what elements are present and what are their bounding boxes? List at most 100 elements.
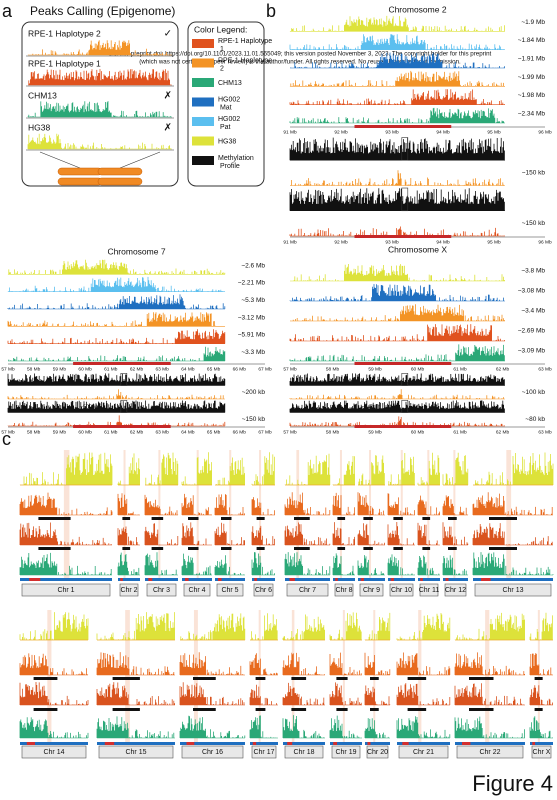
axis-label: 61 Mb <box>104 429 118 435</box>
signal-track <box>19 612 89 640</box>
track-size: ~3.09 Mb <box>518 348 546 355</box>
chr-label: Chr 4 <box>188 587 205 594</box>
black-bar <box>422 547 431 550</box>
chr-label: Chr X <box>533 749 551 756</box>
axis-label: 66 Mb <box>233 429 247 435</box>
ideogram <box>333 578 355 581</box>
signal-track <box>357 492 384 515</box>
black-bar <box>407 677 427 680</box>
methyl-size: ~100 kb <box>522 389 546 396</box>
signal-track <box>289 34 505 50</box>
panel-label: c <box>2 429 11 449</box>
ideogram <box>397 742 450 745</box>
black-bar <box>291 708 307 711</box>
black-bar <box>534 708 543 711</box>
signal-track <box>332 456 355 485</box>
signal-track <box>7 294 226 309</box>
signal-track <box>117 453 140 485</box>
legend-label: HG002 Pat <box>218 116 240 131</box>
chr-label: Chr 22 <box>479 749 500 756</box>
legend-label: RPE-1 Haplotype 2 <box>218 57 272 72</box>
chr-label-box <box>286 583 329 597</box>
highlight <box>418 610 422 742</box>
chromatid <box>57 167 103 176</box>
axis-label: 60 Mb <box>411 366 425 372</box>
signal-track <box>332 492 355 515</box>
centromere <box>367 742 371 745</box>
track-size: ~1.9 Mb <box>521 19 545 26</box>
signal-track <box>7 389 224 399</box>
highlight <box>537 610 540 742</box>
signal-track <box>358 455 385 485</box>
sample-name: RPE-1 Haplotype 1 <box>28 58 101 68</box>
axis-label: 59 Mb <box>53 366 67 372</box>
signal-track <box>364 612 391 640</box>
signal-track <box>290 304 505 321</box>
track-size: ~1.99 Mb <box>518 74 546 81</box>
chr-label-box <box>398 745 449 759</box>
region-bar <box>354 362 452 365</box>
signal-track <box>180 613 246 640</box>
chr-label-box <box>444 583 467 597</box>
chr-label-box <box>359 583 384 597</box>
chr-label: Chr 8 <box>335 587 352 594</box>
axis-label: 91 Mb <box>283 239 297 245</box>
chr-label-box <box>21 745 87 759</box>
legend-label: HG38 <box>218 138 236 145</box>
black-bar <box>534 677 543 680</box>
centromere <box>390 578 394 581</box>
track-size: ~1.91 Mb <box>518 56 546 63</box>
signal-track <box>250 613 278 640</box>
legend-title: Color Legend: <box>194 24 247 34</box>
centromere <box>254 578 258 581</box>
highlight <box>291 610 295 742</box>
chr-label-box <box>183 583 211 597</box>
signal-track <box>144 552 177 575</box>
signal-track <box>251 497 275 515</box>
ideogram <box>20 578 112 581</box>
ideogram <box>473 578 553 581</box>
ideogram <box>365 742 390 745</box>
axis-label: 57 Mb <box>283 429 297 435</box>
signal-track <box>332 522 355 545</box>
zoom-lines <box>39 151 161 169</box>
legend-swatch <box>192 156 214 165</box>
signal-track <box>282 682 325 705</box>
signal-track <box>289 15 505 32</box>
signal-track <box>251 525 275 545</box>
centromere <box>252 742 257 745</box>
methyl-size: ~200 kb <box>242 389 266 396</box>
signal-track <box>7 329 226 344</box>
plot-title: Chromosome 2 <box>388 4 446 14</box>
sample-status: ✓ <box>164 29 172 40</box>
black-bar <box>393 547 403 550</box>
black-bar <box>33 677 58 680</box>
signal-track <box>144 523 179 545</box>
axis-label: 58 Mb <box>326 429 340 435</box>
centromere <box>445 578 449 581</box>
axis-label: 64 Mb <box>181 429 195 435</box>
ideogram <box>330 742 362 745</box>
region-bar <box>354 235 452 238</box>
centromere <box>120 578 123 581</box>
centromere <box>148 578 153 581</box>
axis-label: 59 Mb <box>53 429 67 435</box>
track-size: ~5.3 Mb <box>241 297 265 304</box>
signal-track <box>396 683 451 705</box>
signal-track <box>145 452 179 485</box>
highlight <box>427 450 430 578</box>
black-bar <box>489 547 517 550</box>
panel-a-box <box>21 21 179 187</box>
black-bar <box>33 708 58 711</box>
ideogram <box>118 578 140 581</box>
signal-track <box>28 69 171 85</box>
highlight <box>258 610 261 742</box>
chr-label: Chr 1 <box>57 587 74 594</box>
ideogram <box>388 578 415 581</box>
signal-track <box>357 523 385 545</box>
legend-swatch <box>192 117 214 126</box>
centromere <box>532 742 536 745</box>
black-bar <box>122 547 131 550</box>
track-size: ~5.91 Mb <box>238 332 266 339</box>
